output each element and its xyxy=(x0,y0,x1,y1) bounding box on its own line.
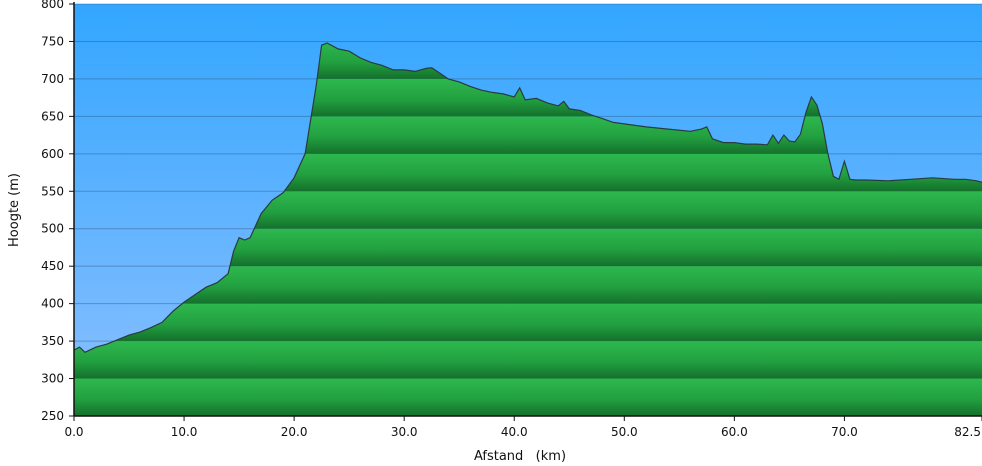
y-tick-label: 300 xyxy=(41,372,64,386)
x-tick-label: 10.0 xyxy=(171,425,198,439)
elevation-band xyxy=(74,341,982,379)
elevation-line xyxy=(73,42,982,354)
x-tick-label: 0.0 xyxy=(64,425,83,439)
y-tick-label: 350 xyxy=(41,334,64,348)
x-axis-ticks: 0.0 10.0 20.0 30.0 40.0 50.0 60.0 70.0 82.5 xyxy=(64,416,982,439)
x-tick-label: 70.0 xyxy=(831,425,858,439)
x-tick-label: 82.5 xyxy=(954,425,981,439)
x-tick-label: 30.0 xyxy=(391,425,418,439)
y-tick-label: 750 xyxy=(41,34,64,48)
x-axis-label: Afstand (km) xyxy=(474,449,566,464)
elevation-band xyxy=(74,303,982,342)
y-tick-label: 450 xyxy=(41,259,64,273)
elevation-band xyxy=(74,378,982,416)
y-tick-label: 600 xyxy=(41,147,64,161)
x-tick-label: 60.0 xyxy=(721,425,748,439)
y-tick-label: 400 xyxy=(41,297,64,311)
y-tick-label: 700 xyxy=(41,72,64,86)
y-tick-label: 650 xyxy=(41,109,64,123)
x-tick-label: 20.0 xyxy=(281,425,308,439)
x-tick-label: 50.0 xyxy=(611,425,638,439)
y-tick-label: 800 xyxy=(41,0,64,11)
y-tick-label: 500 xyxy=(41,222,64,236)
y-tick-label: 550 xyxy=(41,184,64,198)
axes xyxy=(73,2,982,417)
x-tick-label: 40.0 xyxy=(501,425,528,439)
y-tick-label: 250 xyxy=(41,409,64,423)
y-axis-ticks: 250 300 350 400 450 500 550 600 650 700 750 800 xyxy=(41,0,74,423)
y-axis-label: Hoogte (m) xyxy=(7,173,22,247)
